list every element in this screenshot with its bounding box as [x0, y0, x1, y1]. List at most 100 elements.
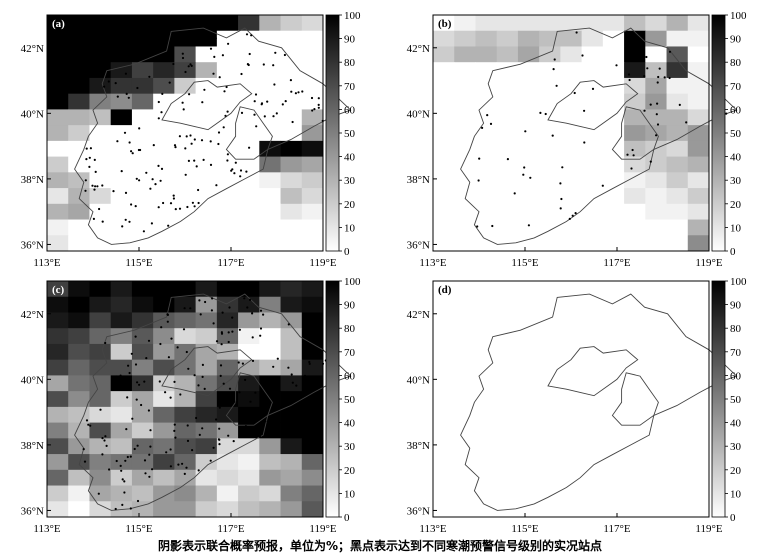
station-dot [583, 109, 586, 112]
probability-cell [539, 219, 561, 236]
probability-cell [496, 15, 519, 32]
station-dot [157, 100, 160, 104]
station-dot [197, 201, 200, 205]
probability-cell [153, 77, 175, 95]
station-dot [308, 360, 311, 364]
probability-cell [259, 77, 281, 95]
station-dot [632, 154, 635, 157]
station-dot [551, 134, 554, 137]
probability-cell [216, 219, 239, 236]
probability-cell [174, 422, 197, 439]
station-dot [85, 419, 89, 422]
probability-cell [47, 501, 69, 518]
station-dot [164, 391, 167, 394]
probability-cell [47, 438, 69, 455]
probability-cell [687, 235, 710, 252]
probability-cell [581, 156, 604, 173]
probability-cell [47, 235, 69, 252]
station-dot [290, 373, 293, 376]
probability-cell [433, 62, 455, 79]
probability-cell [47, 203, 69, 220]
probability-cell [259, 140, 281, 157]
probability-cell [153, 172, 175, 189]
probability-cell [195, 30, 218, 47]
probability-cell [687, 30, 710, 47]
colorbar-tick-label: 30 [344, 441, 356, 453]
probability-cell [131, 77, 154, 95]
probability-cell [110, 454, 133, 471]
probability-cell [539, 156, 561, 173]
station-dot [317, 106, 320, 109]
probability-cell [560, 77, 583, 95]
probability-cell [259, 15, 281, 32]
x-tick-label: 115°E [125, 523, 152, 535]
probability-cell [110, 296, 133, 313]
probability-cell [280, 46, 303, 63]
probability-cell [174, 156, 197, 173]
probability-cell [301, 125, 324, 142]
colorbar-tick-label: 90 [730, 34, 742, 46]
probability-cell [153, 203, 175, 220]
probability-cell [687, 125, 710, 142]
probability-cell [517, 30, 540, 47]
station-dot [190, 142, 193, 145]
station-dot [200, 139, 204, 142]
station-dot [87, 423, 90, 426]
probability-cell [110, 203, 133, 220]
probability-cell [560, 30, 583, 47]
probability-cell [153, 485, 175, 502]
station-dot [168, 46, 171, 50]
probability-cell [301, 30, 324, 47]
station-dot [239, 175, 242, 178]
station-dot [121, 478, 124, 481]
probability-cell [131, 219, 154, 236]
station-dot [187, 367, 190, 370]
probability-cell [666, 140, 689, 157]
station-dot [251, 336, 254, 339]
probability-cell [153, 375, 175, 392]
probability-cell [68, 406, 90, 423]
probability-cell [195, 469, 218, 486]
station-dot [291, 381, 294, 384]
station-dot [186, 205, 189, 209]
probability-cell [433, 125, 455, 142]
probability-cell [687, 188, 710, 205]
station-dot [125, 428, 128, 431]
station-dot [160, 167, 164, 170]
station-dot [259, 334, 262, 337]
probability-cell [517, 77, 540, 95]
probability-cell [539, 140, 561, 157]
probability-cell [475, 235, 498, 252]
station-dot [128, 141, 131, 144]
station-dot [189, 134, 192, 137]
probability-cell [153, 454, 175, 471]
station-dot [249, 400, 252, 403]
probability-cell [280, 375, 303, 392]
probability-cell [47, 312, 69, 329]
station-dot [85, 147, 88, 150]
station-dot [197, 469, 200, 472]
probability-cell [216, 281, 239, 298]
probability-cell [216, 93, 239, 110]
station-dot [228, 387, 232, 390]
y-tick-label: 36°N [21, 505, 44, 517]
beijing-boundary [547, 80, 639, 131]
probability-cell [68, 375, 90, 392]
probability-cell [68, 109, 90, 126]
probability-cell [110, 438, 133, 455]
probability-cell [666, 77, 689, 95]
tianjin-boundary [225, 372, 273, 426]
station-dot [489, 122, 493, 125]
probability-cell [280, 203, 303, 220]
station-dot [129, 507, 132, 510]
probability-cell [624, 77, 646, 95]
colorbar-tick-label: 0 [730, 512, 736, 524]
station-dot [190, 64, 193, 67]
station-dot [181, 52, 184, 55]
station-dot [631, 148, 634, 152]
station-dot [218, 76, 221, 79]
colorbar-tick-label: 60 [730, 104, 742, 116]
station-dot [258, 435, 261, 438]
station-dot [241, 433, 244, 436]
probability-cell [238, 15, 260, 32]
